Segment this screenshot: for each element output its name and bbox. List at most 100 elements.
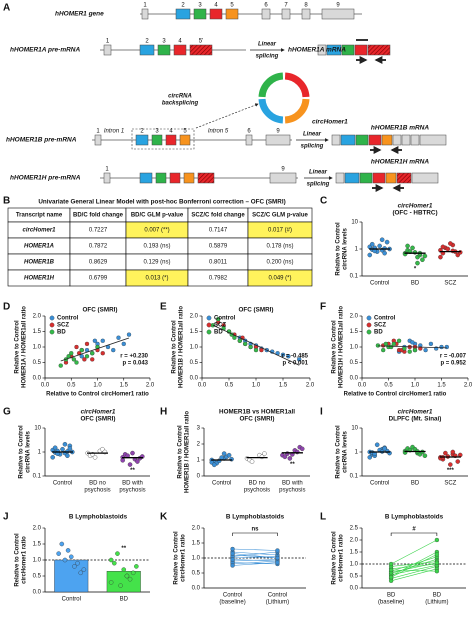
- y-axis-label: HOMER1B / HOMER1all ratio: [185, 411, 191, 493]
- legend-label: SCZ: [374, 323, 386, 329]
- chart-title: OFC (SMRI): [83, 307, 118, 314]
- panel-letter: E: [160, 302, 167, 313]
- table-text: 0.7227: [89, 228, 108, 234]
- exon: [321, 8, 355, 20]
- stat-annotation: r = -0.485: [282, 354, 309, 360]
- x-tick-label: psychosis: [119, 488, 145, 494]
- exon: [265, 134, 291, 146]
- y-tick-label: 0.5: [190, 360, 199, 366]
- intron-label: Intron 1: [104, 129, 124, 135]
- data-point: [52, 445, 58, 451]
- exon: [359, 172, 373, 184]
- exon: [183, 172, 195, 184]
- exon: [372, 172, 386, 184]
- y-tick-label: 0.5: [350, 360, 359, 366]
- x-tick-label: Control: [370, 481, 389, 487]
- y-tick-label: 2.0: [350, 538, 359, 544]
- data-point: [230, 546, 235, 552]
- data-point: [262, 451, 267, 456]
- y-axis-label: circRNA levels: [26, 430, 32, 472]
- backsplice-arrow: [195, 103, 259, 129]
- data-point: [369, 241, 375, 247]
- data-point: [71, 357, 77, 362]
- data-point: [275, 560, 280, 565]
- data-point: [130, 570, 136, 576]
- data-point: [216, 316, 221, 322]
- data-point: [100, 351, 105, 356]
- y-axis-label: circRNA levels: [343, 227, 349, 269]
- mrna-label: hHOMER1H mRNA: [371, 159, 429, 166]
- exon: [396, 172, 412, 184]
- y-axis-label: Relative to Control: [15, 533, 21, 587]
- x-tick-label: BD: [387, 593, 396, 599]
- data-point: [62, 441, 68, 447]
- stat-annotation: r = +0.230: [120, 354, 148, 360]
- data-point: [443, 450, 448, 456]
- x-tick-label: (baseline): [219, 600, 245, 606]
- y-tick-label: 1.5: [350, 329, 359, 335]
- data-point: [243, 341, 248, 347]
- significance-label: **: [130, 468, 135, 474]
- x-tick-label: psychosis: [244, 488, 270, 494]
- exon: [419, 134, 447, 146]
- x-tick-label: Control: [223, 593, 242, 599]
- chart-title: OFC (SMRI): [239, 307, 274, 314]
- y-axis-label: Relative to Control: [172, 320, 178, 374]
- y-tick-label: 1.5: [350, 550, 359, 556]
- legend-label: BD: [374, 330, 383, 336]
- data-point: [285, 451, 290, 456]
- table-title: Univariate General Linear Model with pos…: [38, 199, 285, 206]
- data-point: [282, 454, 288, 460]
- chart-title: circHomer1: [81, 409, 116, 416]
- y-tick-label: 2.0: [192, 526, 201, 532]
- data-point: [410, 340, 415, 345]
- table-text: SCZ/C GLM p-value: [252, 213, 308, 219]
- table-text: 0.013 (*): [145, 276, 168, 282]
- x-axis-label: Relative to Control circHomer1 ratio: [46, 392, 149, 398]
- data-point: [367, 455, 373, 460]
- data-point: [422, 253, 428, 259]
- panel-letter: I: [320, 407, 323, 418]
- splicing-label: Linear: [309, 170, 328, 176]
- fit-line: [377, 345, 447, 349]
- y-tick-label: 1: [38, 450, 42, 456]
- data-point: [60, 446, 65, 452]
- x-tick-label: 1.0: [252, 383, 261, 389]
- gene-name: hHOMER1 gene: [55, 11, 104, 18]
- data-point: [237, 338, 242, 343]
- data-point: [381, 347, 386, 353]
- data-point: [249, 459, 255, 464]
- exon: [179, 134, 191, 146]
- data-point: [79, 347, 84, 353]
- pair-line: [391, 556, 437, 572]
- pair-line: [390, 554, 438, 578]
- data-point: [211, 462, 217, 468]
- data-point: [280, 352, 286, 357]
- data-point: [67, 446, 73, 451]
- data-point: [253, 347, 259, 353]
- significance-label: #: [412, 527, 416, 533]
- y-tick-label: 2.0: [350, 314, 359, 320]
- x-tick-label: 1.0: [93, 383, 102, 389]
- data-point: [124, 573, 130, 579]
- exon: [135, 134, 149, 146]
- y-axis-label: Relative to Control: [19, 425, 25, 479]
- pair-line: [232, 556, 278, 559]
- data-point: [232, 335, 237, 340]
- exon: [139, 172, 153, 184]
- data-point: [382, 446, 387, 451]
- data-point: [374, 442, 380, 448]
- data-point: [402, 346, 407, 351]
- data-point: [450, 449, 456, 455]
- table-text: 0.8629: [89, 260, 108, 266]
- data-point: [439, 344, 444, 350]
- x-tick-label: BD: [120, 597, 129, 603]
- significance-bracket: [390, 532, 438, 536]
- exon-number: 2: [145, 39, 149, 45]
- panel-letter: C: [320, 196, 327, 207]
- x-tick-label: SCZ: [444, 281, 456, 287]
- data-point: [375, 343, 381, 348]
- data-point: [108, 557, 114, 563]
- exon: [401, 134, 411, 146]
- legend-label: Control: [374, 316, 396, 322]
